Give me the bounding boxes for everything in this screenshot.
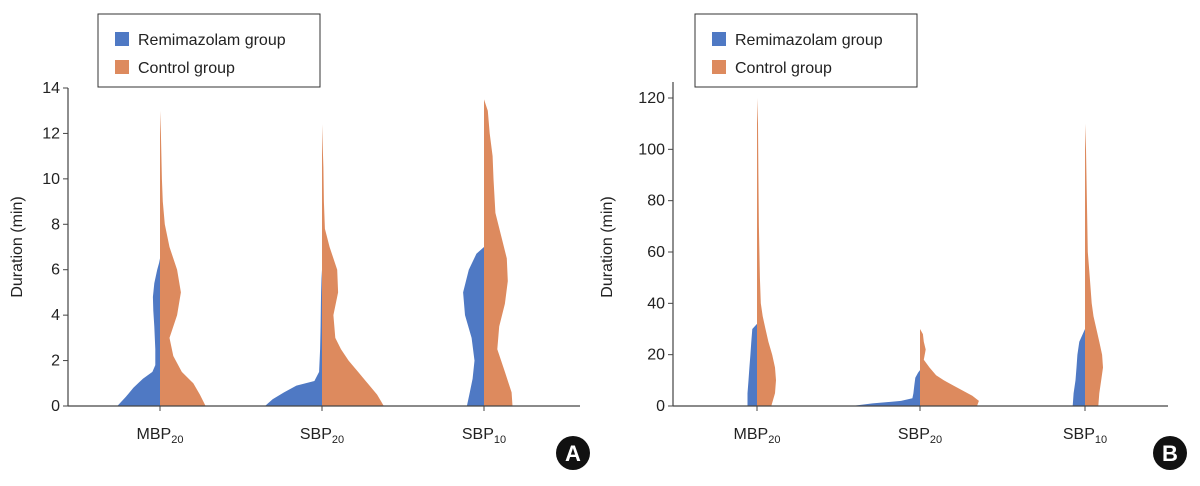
y-tick-label: 20 bbox=[647, 347, 665, 364]
violin-control-2 bbox=[920, 329, 979, 406]
x-category-label: SBP20 bbox=[898, 426, 942, 446]
violin-remimazolam-1 bbox=[117, 258, 160, 406]
y-tick-label: 0 bbox=[51, 398, 60, 415]
x-category-label: MBP20 bbox=[734, 426, 781, 446]
violin-remimazolam-2 bbox=[265, 269, 322, 406]
legend-label: Remimazolam group bbox=[735, 32, 883, 49]
y-tick-label: 10 bbox=[42, 171, 60, 188]
y-tick-label: 8 bbox=[51, 216, 60, 233]
y-tick-label: 14 bbox=[42, 80, 60, 97]
panel-badge: B bbox=[1153, 436, 1187, 470]
violin-remimazolam-3 bbox=[1072, 329, 1085, 406]
panel-badge-label: A bbox=[565, 441, 581, 466]
panel-badge-label: B bbox=[1162, 441, 1178, 466]
panel-badge: A bbox=[556, 436, 590, 470]
y-tick-label: 40 bbox=[647, 295, 665, 312]
legend-label: Control group bbox=[138, 60, 235, 77]
violin-remimazolam-3 bbox=[463, 247, 484, 406]
legend-swatch bbox=[115, 32, 129, 46]
chart-panel-a: 0 2 4 6 8 10 12 14 MBP20 SBP20 SBP10 Duration (min)… bbox=[9, 13, 590, 470]
legend-swatch bbox=[115, 60, 129, 74]
violin-control-1 bbox=[757, 98, 776, 406]
x-category-label: SBP10 bbox=[462, 426, 506, 446]
legend-box bbox=[694, 13, 918, 88]
y-tick-label: 60 bbox=[647, 244, 665, 261]
violin-remimazolam-2 bbox=[851, 370, 920, 406]
legend-label: Remimazolam group bbox=[138, 32, 286, 49]
legend-swatch bbox=[712, 32, 726, 46]
y-axis-title: Duration (min) bbox=[9, 196, 26, 297]
x-category-label: MBP20 bbox=[137, 426, 184, 446]
legend-box bbox=[97, 13, 321, 88]
violin-control-1 bbox=[160, 110, 206, 406]
panel-badge-circle bbox=[556, 436, 590, 470]
x-category-label: SBP10 bbox=[1063, 426, 1107, 446]
y-tick-label: 12 bbox=[42, 125, 60, 142]
y-tick-label: 120 bbox=[638, 90, 665, 107]
legend: Remimazolam group Control group bbox=[694, 13, 918, 88]
chart-panel-b: 0 20 40 60 80 100 120 MBP20 SBP20 SBP10 Duration (… bbox=[599, 13, 1187, 470]
legend-swatch bbox=[712, 60, 726, 74]
panel-badge-circle bbox=[1153, 436, 1187, 470]
y-tick-label: 6 bbox=[51, 262, 60, 279]
legend: Remimazolam group Control group bbox=[97, 13, 321, 88]
y-tick-label: 80 bbox=[647, 193, 665, 210]
violin-control-3 bbox=[484, 99, 513, 407]
y-axis-title: Duration (min) bbox=[599, 196, 616, 297]
violin-remimazolam-1 bbox=[747, 323, 757, 406]
violin-control-2 bbox=[322, 124, 384, 407]
legend-label: Control group bbox=[735, 60, 832, 77]
y-tick-label: 100 bbox=[638, 141, 665, 158]
y-tick-label: 0 bbox=[656, 398, 665, 415]
x-category-label: SBP20 bbox=[300, 426, 344, 446]
y-tick-label: 4 bbox=[51, 307, 60, 324]
violin-control-3 bbox=[1085, 123, 1103, 406]
y-tick-label: 2 bbox=[51, 353, 60, 370]
